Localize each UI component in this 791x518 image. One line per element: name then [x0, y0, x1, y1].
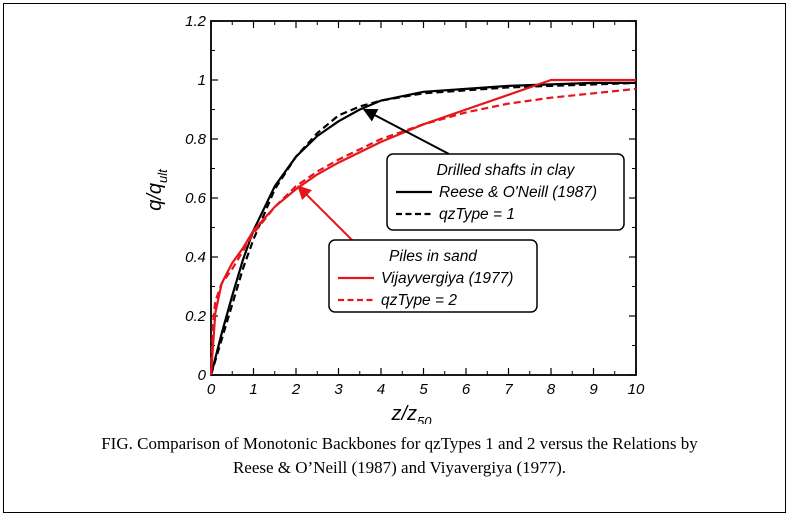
- legend-item-label: qzType = 1: [439, 206, 515, 223]
- legend-title: Drilled shafts in clay: [437, 162, 576, 179]
- x-tick-label: 8: [547, 381, 556, 398]
- x-tick-label: 6: [462, 381, 471, 398]
- figure-frame: 0 1 2 3 4 5 6 7 8 9 10 0 0.2 0.4 0.6 0.8 1 1.2 z/z50 q/qult…: [3, 3, 786, 513]
- caption-line-2: Reese & O’Neill (1987) and Viyavergiya (…: [232, 458, 567, 477]
- x-tick-label: 2: [291, 381, 301, 398]
- x-tick-label: 5: [419, 381, 428, 398]
- legend-item-label: qzType = 2: [381, 292, 457, 309]
- x-tick-label: 7: [504, 381, 513, 398]
- y-tick-label: 1: [198, 72, 206, 89]
- series-line-4: [209, 87, 637, 376]
- x-tick-label: 9: [589, 381, 598, 398]
- y-axis-title-subscript: ult: [155, 168, 170, 183]
- x-axis-title-subscript: 50: [417, 414, 432, 424]
- y-axis-title: q/qult: [144, 168, 170, 211]
- legend-arrow: [362, 108, 450, 155]
- y-tick-label: 0.2: [185, 308, 207, 325]
- legend-box: [386, 153, 625, 231]
- chart: 0 1 2 3 4 5 6 7 8 9 10 0 0.2 0.4 0.6 0.8 1 1.2 z/z50 q/qult…: [144, 13, 645, 424]
- y-tick-label: 0.8: [185, 131, 207, 148]
- x-tick-label: 1: [249, 381, 257, 398]
- series-line-1: [209, 81, 636, 376]
- figure-caption: FIG. Comparison of Monotonic Backbones f…: [4, 432, 791, 480]
- series-line-3: [209, 78, 636, 376]
- x-tick-label: 10: [628, 381, 645, 398]
- x-tick-label: 3: [334, 381, 343, 398]
- legend-box: [328, 239, 538, 313]
- x-axis-title: z/z50: [390, 403, 432, 424]
- y-tick-label: 0: [198, 367, 207, 384]
- legend-item-label: Reese & O'Neill (1987): [439, 184, 597, 201]
- caption-line-1: FIG. Comparison of Monotonic Backbones f…: [101, 434, 698, 453]
- legend-item-label: Vijayvergiya (1977): [381, 270, 513, 287]
- legend-arrow: [297, 185, 353, 241]
- legend-title: Piles in sand: [389, 248, 478, 265]
- x-tick-label: 0: [207, 381, 216, 398]
- y-tick-label: 0.6: [185, 190, 207, 207]
- x-tick-label: 4: [377, 381, 385, 398]
- y-tick-label: 0.4: [185, 249, 206, 266]
- y-tick-label: 1.2: [185, 13, 207, 30]
